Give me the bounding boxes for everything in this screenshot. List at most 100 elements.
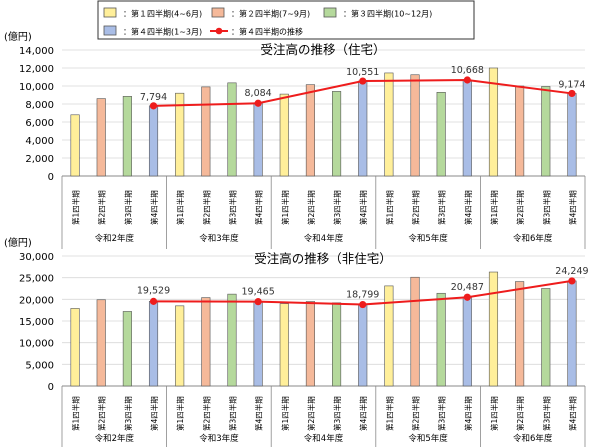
bar-q1 — [384, 72, 394, 177]
category-label: 第2四半期 — [411, 190, 421, 225]
trend-data-label: 18,799 — [346, 290, 379, 301]
legend-frame — [97, 0, 475, 40]
y-tick-label: 15,000 — [19, 317, 54, 328]
trend-marker — [254, 99, 262, 107]
category-label: 第2四半期 — [201, 190, 211, 225]
category-label: 第1四半期 — [280, 190, 290, 225]
trend-data-label: 9,174 — [558, 79, 585, 90]
bar-q4 — [253, 102, 263, 177]
bar-q4 — [462, 296, 472, 387]
category-label: 第3四半期 — [123, 190, 133, 225]
category-label: 第3四半期 — [227, 190, 237, 225]
trend-data-label: 20,487 — [451, 282, 484, 293]
trend-marker — [359, 77, 367, 85]
group-label: 令和3年度 — [199, 233, 239, 244]
bar-q2 — [305, 301, 315, 387]
bar-q2 — [410, 276, 420, 387]
legend: ：第１四半期(4~6月) ：第２四半期(7~9月) ：第３四半期(10~12月) ：第… — [97, 0, 475, 40]
y-tick-label: 2,000 — [25, 154, 54, 165]
bar-q2 — [96, 98, 106, 177]
category-label: 第2四半期 — [306, 396, 316, 431]
group-label: 令和6年度 — [513, 433, 553, 444]
group-label: 令和2年度 — [95, 233, 135, 244]
bar-q4 — [148, 301, 159, 387]
bar-q1 — [488, 67, 499, 177]
bar-q3 — [436, 292, 446, 387]
legend-label: ：第４四半期の推移 — [231, 27, 303, 37]
bar-q1 — [175, 305, 185, 387]
legend-swatch-q2 — [211, 7, 225, 18]
bar-q4 — [567, 93, 577, 177]
bar-q2 — [515, 85, 525, 177]
y-tick-label: 10,000 — [19, 82, 54, 93]
category-label: 第2四半期 — [201, 396, 211, 431]
group-label: 令和5年度 — [408, 233, 448, 244]
y-tick-label: 14,000 — [19, 46, 54, 57]
bar-q4 — [253, 301, 263, 387]
trend-data-label: 19,465 — [242, 287, 275, 298]
y-tick-label: 12,000 — [19, 64, 54, 75]
bar-q1 — [384, 285, 394, 387]
category-label: 第4四半期 — [149, 190, 159, 225]
chart-title: 受注高の推移（住宅） — [260, 42, 385, 57]
legend-swatch-q4 — [103, 25, 117, 36]
bar-q3 — [122, 96, 132, 177]
chart-non-housing: 0 5,000 10,000 15,000 20,000 25,000 30,000 (億円)… — [4, 236, 589, 447]
bar-q4 — [358, 304, 368, 387]
legend-swatch-q3 — [323, 7, 337, 18]
trend-marker — [463, 76, 471, 84]
bar-q3 — [332, 302, 342, 387]
category-label: 第3四半期 — [332, 396, 342, 431]
y-tick-label: 20,000 — [19, 295, 54, 306]
bar-q2 — [410, 74, 420, 177]
category-label: 第2四半期 — [515, 190, 525, 225]
category-label: 第3四半期 — [437, 396, 447, 431]
chart-title: 受注高の推移（非住宅） — [254, 251, 392, 266]
category-label: 第1四半期 — [280, 396, 290, 431]
group-label: 令和2年度 — [95, 433, 135, 444]
bar-q3 — [541, 86, 551, 177]
chart-housing: 0 2,000 4,000 6,000 8,000 10,000 12,000 14,000 (… — [4, 30, 586, 249]
bar-q3 — [436, 92, 446, 177]
bar-q2 — [96, 299, 106, 387]
y-tick-label: 4,000 — [25, 136, 54, 147]
category-label: 第2四半期 — [306, 190, 316, 225]
legend-label: ：第３四半期(10~12月) — [343, 9, 432, 19]
legend-label: ：第１四半期(4~6月) — [123, 9, 202, 19]
category-label: 第4四半期 — [567, 190, 577, 225]
trend-marker — [149, 102, 158, 110]
category-label: 第1四半期 — [71, 190, 81, 225]
category-label: 第4四半期 — [149, 396, 159, 431]
category-label: 第1四半期 — [175, 396, 185, 431]
trend-data-label: 10,668 — [451, 65, 484, 76]
trend-marker — [568, 277, 576, 285]
trend-data-label: 10,551 — [346, 67, 379, 78]
y-tick-label: 30,000 — [19, 252, 54, 263]
legend-trend-marker — [215, 27, 223, 35]
trend-marker — [359, 300, 367, 309]
category-label: 第3四半期 — [541, 396, 551, 431]
bar-q1 — [488, 271, 499, 387]
category-label: 第4四半期 — [254, 396, 264, 431]
bar-q3 — [227, 293, 237, 387]
unit-label: (億円) — [4, 30, 32, 43]
y-tick-label: 5,000 — [25, 360, 54, 371]
y-tick-label: 8,000 — [25, 100, 54, 111]
category-label: 第1四半期 — [175, 190, 185, 225]
category-label: 第3四半期 — [541, 190, 551, 225]
legend-label: ：第４四半期(1~3月) — [123, 27, 202, 37]
category-label: 第2四半期 — [97, 396, 107, 431]
trend-marker — [254, 298, 262, 306]
bar-q1 — [70, 308, 80, 387]
category-label: 第1四半期 — [384, 396, 394, 431]
bar-q3 — [227, 82, 237, 177]
bar-q2 — [201, 297, 211, 387]
trend-marker — [463, 293, 471, 301]
group-label: 令和5年度 — [408, 433, 448, 444]
bar-q4 — [567, 280, 577, 387]
category-label: 第3四半期 — [227, 396, 237, 431]
bar-q1 — [70, 114, 80, 177]
bar-q4 — [358, 80, 368, 177]
legend-swatch-q1 — [103, 7, 117, 18]
category-label: 第4四半期 — [358, 190, 368, 225]
